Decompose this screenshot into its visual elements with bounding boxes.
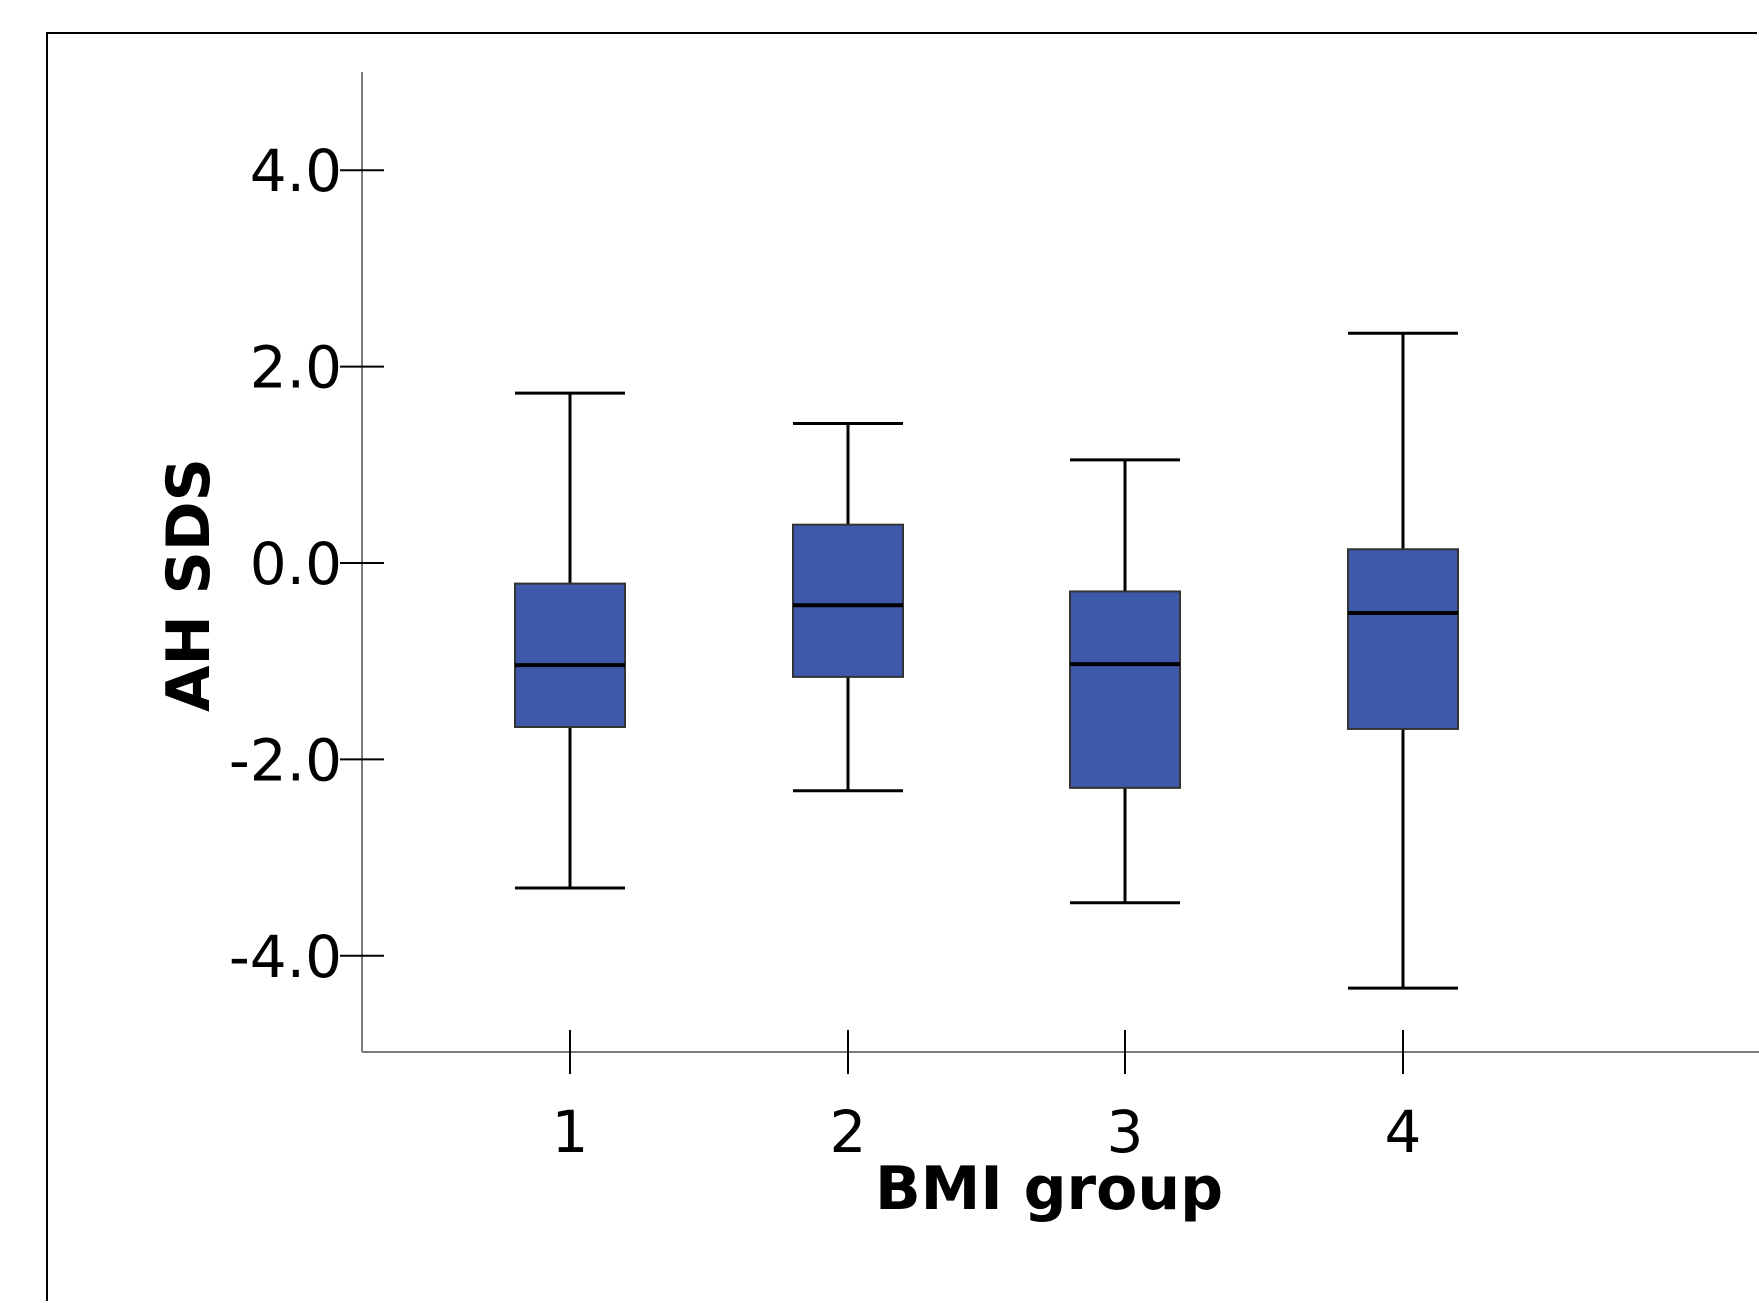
- box-group-1: [514, 391, 626, 890]
- iqr-box: [1069, 590, 1181, 789]
- y-ticks: 4.0 2.0 0.0 -2.0 -4.0: [229, 137, 384, 991]
- axes: [361, 72, 1759, 1053]
- y-tick-label: -2.0: [229, 726, 342, 794]
- box-plot-chart: 4.0 2.0 0.0 -2.0 -4.0 1 2 3 4 AH SDS BMI group: [154, 72, 1759, 1224]
- x-tick-label: 3: [1107, 1098, 1144, 1166]
- box-group-4: [1347, 331, 1459, 990]
- chart-frame: 4.0 2.0 0.0 -2.0 -4.0 1 2 3 4 AH SDS BMI group: [46, 32, 1759, 1301]
- y-tick-label: -4.0: [229, 923, 342, 991]
- x-tick-label: 1: [552, 1098, 589, 1166]
- y-tick-label: 0.0: [250, 530, 342, 598]
- x-tick-label: 4: [1385, 1098, 1422, 1166]
- box-group-3: [1069, 458, 1181, 905]
- y-tick-label: 4.0: [250, 137, 342, 205]
- iqr-box: [514, 582, 626, 728]
- x-axis-title: BMI group: [875, 1154, 1223, 1224]
- y-tick-label: 2.0: [250, 334, 342, 402]
- y-axis-title: AH SDS: [154, 458, 224, 712]
- x-ticks: 1 2 3 4: [552, 1030, 1422, 1166]
- iqr-box: [792, 523, 904, 678]
- boxes: [514, 331, 1459, 990]
- iqr-box: [1347, 548, 1459, 730]
- x-tick-label: 2: [830, 1098, 867, 1166]
- box-group-2: [792, 422, 904, 793]
